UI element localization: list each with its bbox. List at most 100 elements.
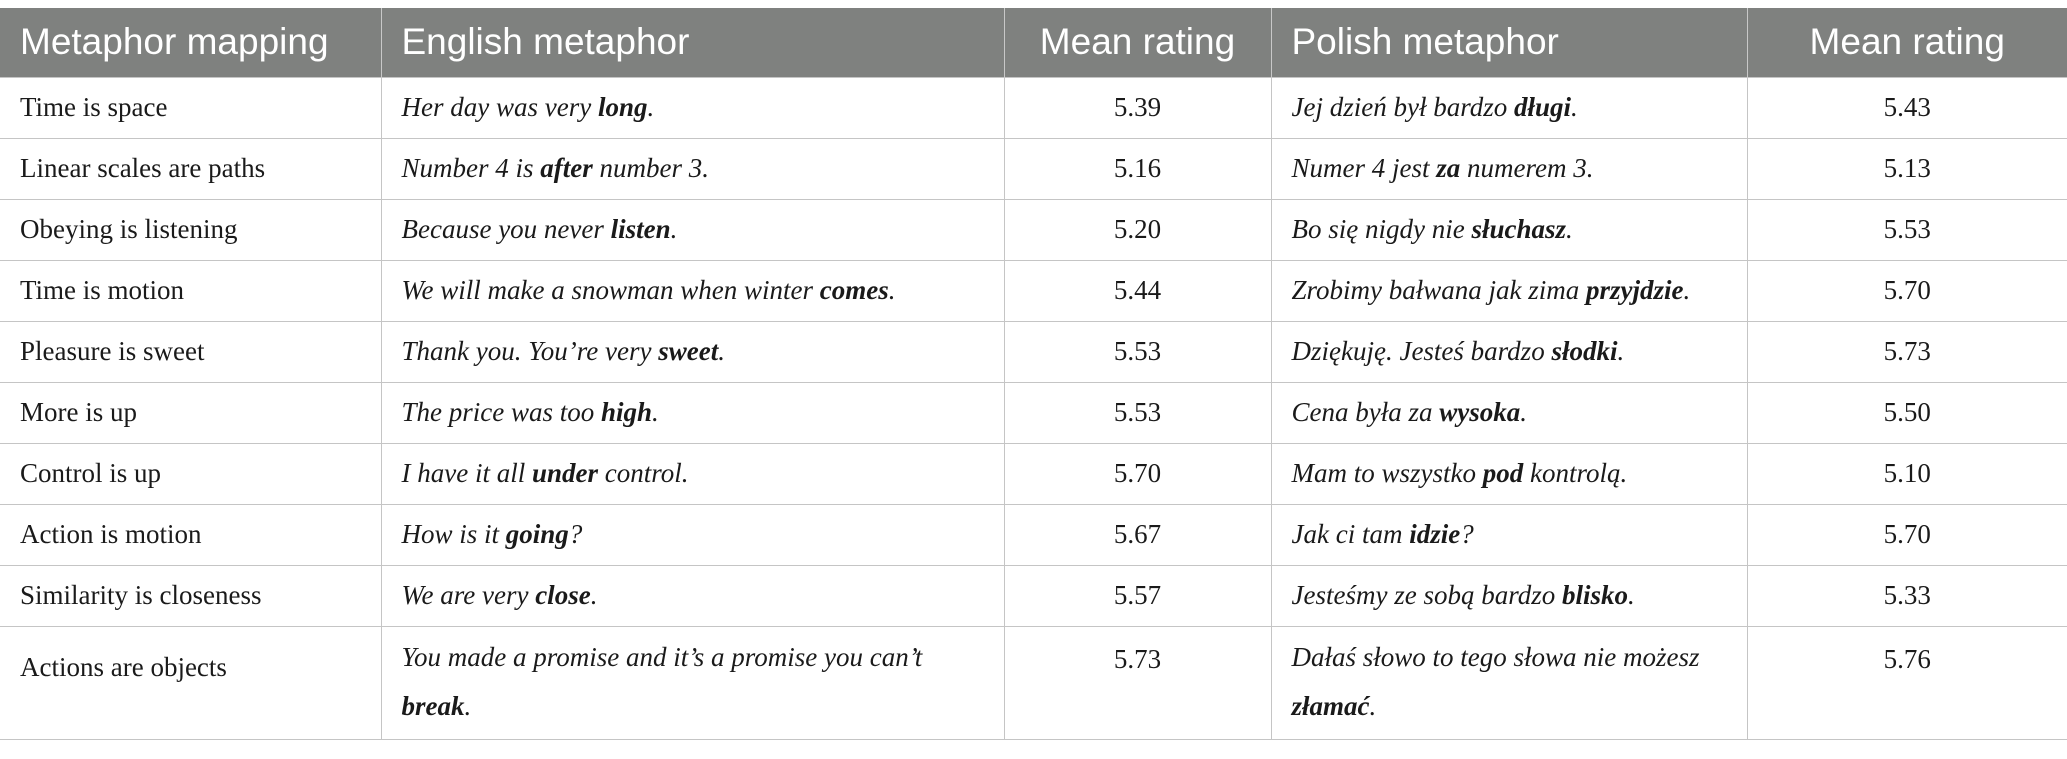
polish-metaphor-text: Dziękuję. Jesteś bardzo — [1291, 336, 1552, 366]
polish-metaphor-keyword: za — [1436, 153, 1461, 183]
english-metaphor-text-end: control. — [598, 458, 689, 488]
english-metaphor-cell: Number 4 is after number 3. — [380, 137, 1005, 200]
polish-metaphor-cell: Jak ci tam idzie? — [1270, 503, 1748, 566]
english-metaphor-text-end: . — [590, 580, 598, 610]
header-metaphor-mapping: Metaphor mapping — [0, 8, 382, 77]
english-metaphor-text-end: . — [464, 690, 472, 721]
polish-metaphor-keyword: idzie — [1409, 519, 1461, 549]
table-row: Linear scales are paths Number 4 is after… — [0, 137, 2067, 200]
polish-mean-rating-cell: 5.50 — [1746, 381, 2067, 444]
english-mean-rating-cell: 5.57 — [1003, 564, 1272, 627]
english-mean-rating-cell: 5.16 — [1003, 137, 1272, 200]
header-row: Metaphor mapping English metaphor Mean r… — [0, 8, 2067, 77]
metaphor-mapping-cell: Pleasure is sweet — [0, 320, 382, 383]
polish-metaphor-text: Dałaś słowo to tego słowa nie możesz — [1291, 641, 1700, 672]
table-row: Pleasure is sweet Thank you. You’re very … — [0, 320, 2067, 383]
english-mean-rating-cell: 5.70 — [1003, 442, 1272, 505]
english-metaphor-keyword: close — [535, 580, 591, 610]
polish-mean-rating-cell: 5.43 — [1746, 76, 2067, 139]
english-metaphor-text: We will make a snowman when winter — [401, 275, 820, 305]
english-metaphor-text-end: . — [670, 214, 678, 244]
table-row: Obeying is listening Because you never li… — [0, 198, 2067, 261]
table-row: More is up The price was too high. 5.53 Cen… — [0, 381, 2067, 444]
polish-metaphor-text-end: . — [1627, 580, 1635, 610]
english-metaphor-cell: We are very close. — [380, 564, 1005, 627]
metaphor-mapping-cell: Similarity is closeness — [0, 564, 382, 627]
metaphor-mapping-cell: Actions are objects — [0, 625, 382, 740]
polish-metaphor-text-end: . — [1571, 92, 1578, 122]
polish-mean-rating-cell: 5.33 — [1746, 564, 2067, 627]
polish-mean-rating-cell: 5.10 — [1746, 442, 2067, 505]
polish-metaphor-keyword: wysoka — [1439, 397, 1521, 427]
english-metaphor-cell: Thank you. You’re very sweet. — [380, 320, 1005, 383]
table-row: Actions are objects You made a promise an… — [0, 625, 2067, 740]
polish-metaphor-text: Jesteśmy ze sobą bardzo — [1291, 580, 1562, 610]
polish-metaphor-keyword: słodki — [1551, 336, 1618, 366]
polish-metaphor-cell: Dziękuję. Jesteś bardzo słodki. — [1270, 320, 1748, 383]
english-mean-rating-cell: 5.44 — [1003, 259, 1272, 322]
metaphor-table-container: Metaphor mapping English metaphor Mean r… — [0, 8, 2067, 740]
english-mean-rating-cell: 5.20 — [1003, 198, 1272, 261]
table-header: Metaphor mapping English metaphor Mean r… — [0, 8, 2067, 77]
english-mean-rating-cell: 5.53 — [1003, 381, 1272, 444]
english-metaphor-cell: The price was too high. — [380, 381, 1005, 444]
header-polish-metaphor: Polish metaphor — [1271, 8, 1748, 77]
polish-metaphor-keyword: blisko — [1561, 580, 1628, 610]
polish-metaphor-text-end: kontrolą. — [1523, 458, 1628, 488]
polish-metaphor-text: Zrobimy bałwana jak zima — [1291, 275, 1587, 305]
english-metaphor-text: The price was too — [401, 397, 601, 427]
english-mean-rating-cell: 5.73 — [1003, 625, 1272, 740]
english-metaphor-keyword: going — [505, 519, 569, 549]
english-metaphor-text: Because you never — [401, 214, 611, 244]
english-metaphor-cell: How is it going? — [380, 503, 1005, 566]
table-row: Control is up I have it all under control… — [0, 442, 2067, 505]
english-metaphor-text-end: . — [647, 92, 655, 122]
english-metaphor-keyword: high — [601, 397, 653, 427]
polish-mean-rating-cell: 5.70 — [1746, 259, 2067, 322]
header-english-metaphor: English metaphor — [381, 8, 1005, 77]
table-row: Similarity is closeness We are very close… — [0, 564, 2067, 627]
polish-metaphor-text-end: . — [1369, 690, 1377, 721]
polish-mean-rating-cell: 5.76 — [1746, 625, 2067, 740]
polish-mean-rating-cell: 5.53 — [1746, 198, 2067, 261]
english-metaphor-text: Thank you. You’re very — [401, 336, 659, 366]
metaphor-mapping-cell: Time is motion — [0, 259, 382, 322]
english-mean-rating-cell: 5.39 — [1003, 76, 1272, 139]
english-metaphor-text-end: number 3. — [592, 153, 710, 183]
english-metaphor-cell: Her day was very long. — [380, 76, 1005, 139]
english-metaphor-keyword: break — [401, 690, 465, 721]
table-body: Time is space Her day was very long. 5.39 J… — [0, 76, 2067, 740]
english-metaphor-keyword: after — [540, 153, 593, 183]
english-metaphor-keyword: listen — [610, 214, 671, 244]
polish-metaphor-cell: Zrobimy bałwana jak zima przyjdzie. — [1270, 259, 1748, 322]
english-metaphor-text-end: . — [888, 275, 896, 305]
polish-metaphor-text: Mam to wszystko — [1291, 458, 1483, 488]
english-metaphor-text: I have it all — [401, 458, 532, 488]
english-metaphor-text-end: ? — [568, 519, 583, 549]
polish-metaphor-keyword: długi — [1513, 92, 1571, 122]
header-english-mean-rating: Mean rating — [1004, 8, 1272, 77]
polish-metaphor-cell: Cena była za wysoka. — [1270, 381, 1748, 444]
polish-metaphor-keyword: przyjdzie — [1586, 275, 1684, 305]
polish-metaphor-cell: Mam to wszystko pod kontrolą. — [1270, 442, 1748, 505]
english-metaphor-text-end: . — [652, 397, 659, 427]
table-row: Time is motion We will make a snowman whe… — [0, 259, 2067, 322]
polish-mean-rating-cell: 5.70 — [1746, 503, 2067, 566]
polish-metaphor-text-end: . — [1520, 397, 1527, 427]
polish-metaphor-text-end: numerem 3. — [1460, 153, 1594, 183]
polish-metaphor-text: Cena była za — [1291, 397, 1440, 427]
polish-metaphor-text: Bo się nigdy nie — [1291, 214, 1472, 244]
english-metaphor-text: We are very — [401, 580, 536, 610]
polish-metaphor-keyword: pod — [1482, 458, 1524, 488]
english-metaphor-keyword: long — [597, 92, 648, 122]
polish-metaphor-text-end: . — [1683, 275, 1691, 305]
header-polish-mean-rating: Mean rating — [1747, 8, 2067, 77]
metaphor-mapping-cell: Linear scales are paths — [0, 137, 382, 200]
english-metaphor-text-end: . — [718, 336, 725, 366]
polish-metaphor-text-end: . — [1566, 214, 1573, 244]
polish-mean-rating-cell: 5.13 — [1746, 137, 2067, 200]
polish-metaphor-cell: Jej dzień był bardzo długi. — [1270, 76, 1748, 139]
polish-metaphor-cell: Numer 4 jest za numerem 3. — [1270, 137, 1748, 200]
english-metaphor-cell: Because you never listen. — [380, 198, 1005, 261]
polish-metaphor-cell: Bo się nigdy nie słuchasz. — [1270, 198, 1748, 261]
